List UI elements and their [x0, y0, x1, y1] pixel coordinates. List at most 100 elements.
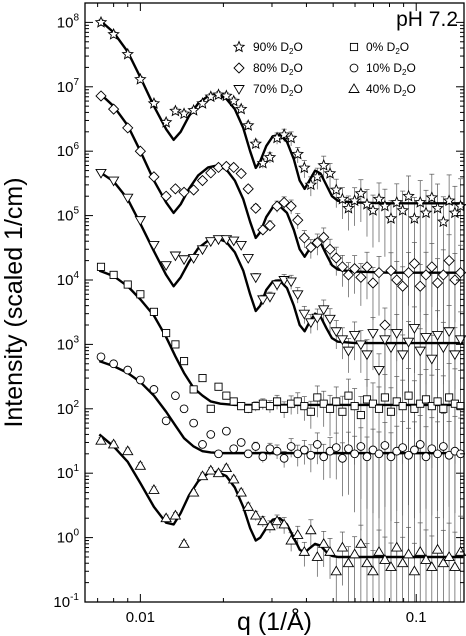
data-point-triangle-up	[160, 512, 172, 523]
data-point-circle	[421, 452, 431, 462]
data-point-triangle-up	[414, 545, 427, 556]
data-point-star	[402, 189, 415, 202]
data-point-triangle-up	[355, 537, 367, 548]
data-point-triangle-up	[187, 486, 200, 497]
data-point-square	[319, 399, 328, 408]
legend-label: 90% D2O	[253, 40, 303, 56]
data-point-triangle-down	[160, 261, 172, 272]
data-point-triangle-up	[242, 500, 254, 511]
data-point-star	[419, 206, 433, 219]
legend-marker-square	[349, 42, 359, 52]
data-point-triangle-down	[408, 324, 421, 334]
data-point-star	[284, 131, 298, 144]
data-point-circle	[258, 452, 268, 462]
data-point-star	[187, 103, 200, 116]
data-point-square	[313, 393, 322, 402]
x-tick-labels: 0.01 0.1	[126, 609, 427, 626]
data-point-square	[427, 402, 436, 411]
data-point-triangle-down	[305, 318, 317, 329]
data-point-square	[109, 270, 118, 279]
data-point-square	[123, 280, 132, 289]
data-point-triangle-up	[426, 561, 438, 571]
data-point-triangle-down	[324, 314, 336, 325]
y-tick-label: 103	[57, 334, 80, 353]
data-point-star	[360, 197, 374, 210]
data-point-diamond	[355, 271, 367, 283]
data-point-triangle-up	[95, 434, 107, 445]
data-point-star	[227, 94, 240, 107]
data-point-square	[439, 404, 448, 413]
data-point-star	[372, 192, 386, 205]
data-point-star	[298, 161, 311, 174]
data-point-triangle-down	[169, 251, 182, 262]
legend-label: 10% D2O	[366, 61, 416, 77]
data-point-triangle-down	[298, 309, 311, 320]
data-point-triangle-down	[107, 176, 120, 187]
data-point-triangle-down	[342, 346, 355, 357]
data-point-diamond	[318, 231, 330, 243]
data-point-square	[410, 404, 419, 413]
data-point-circle	[189, 418, 198, 428]
data-point-circle	[198, 440, 207, 449]
data-point-square	[398, 402, 407, 411]
data-point-diamond	[408, 257, 421, 270]
data-point-star	[354, 186, 368, 199]
data-point-square	[404, 391, 413, 400]
data-point-square	[162, 329, 171, 338]
data-point-square	[136, 290, 145, 299]
data-point-diamond	[443, 254, 455, 267]
fit-curve-triangle-up	[98, 433, 464, 559]
y-tick-label: 107	[57, 77, 80, 96]
data-point-triangle-up	[107, 438, 120, 449]
data-point-diamond	[122, 122, 134, 134]
data-point-triangle-up	[169, 509, 182, 520]
data-point-triangle-down	[257, 295, 269, 306]
data-point-triangle-down	[235, 241, 247, 251]
fit-curve-star	[98, 18, 464, 205]
data-point-triangle-up	[361, 557, 373, 568]
data-point-triangle-up	[227, 473, 240, 484]
tick-layer	[85, 2, 464, 603]
data-point-square	[350, 402, 359, 411]
data-point-triangle-up	[342, 557, 355, 568]
data-point-triangle-down	[454, 335, 466, 346]
data-point-circle	[338, 454, 347, 463]
data-point-triangle-up	[379, 554, 391, 564]
data-point-triangle-down	[242, 253, 254, 264]
data-point-triangle-down	[431, 331, 444, 341]
data-point-diamond	[420, 269, 432, 281]
data-point-triangle-down	[336, 335, 349, 346]
data-point-triangle-up	[408, 565, 421, 576]
data-point-triangle-down	[402, 337, 415, 348]
data-point-star	[336, 192, 349, 205]
data-point-triangle-down	[361, 350, 373, 361]
data-point-square	[287, 399, 296, 408]
data-point-circle	[214, 449, 223, 459]
data-point-diamond	[397, 280, 409, 292]
data-point-diamond	[148, 171, 160, 183]
data-point-diamond	[242, 183, 254, 195]
data-point-square	[392, 397, 401, 406]
data-point-square	[421, 395, 431, 404]
y-tick-label: 10-1	[53, 592, 79, 611]
data-point-square	[280, 404, 289, 413]
data-point-circle	[206, 430, 216, 439]
data-point-diamond	[437, 269, 449, 281]
data-point-triangle-up	[390, 541, 403, 552]
data-point-triangle-down	[414, 346, 427, 357]
data-point-circle	[306, 450, 316, 460]
data-point-diamond	[278, 196, 290, 209]
data-point-circle	[299, 445, 309, 455]
data-point-diamond	[257, 224, 269, 236]
data-point-square	[258, 399, 267, 408]
data-point-triangle-down	[385, 343, 397, 354]
data-point-diamond	[373, 267, 385, 279]
data-point-triangle-down	[348, 331, 361, 341]
data-point-circle	[350, 449, 359, 459]
y-axis-label: Intensity (scaled 1/cm)	[0, 177, 28, 427]
data-point-circle	[286, 442, 296, 451]
data-point-triangle-down	[121, 193, 134, 204]
data-point-triangle-up	[324, 545, 336, 556]
data-point-triangle-up	[196, 470, 209, 481]
data-point-diamond	[292, 214, 304, 226]
